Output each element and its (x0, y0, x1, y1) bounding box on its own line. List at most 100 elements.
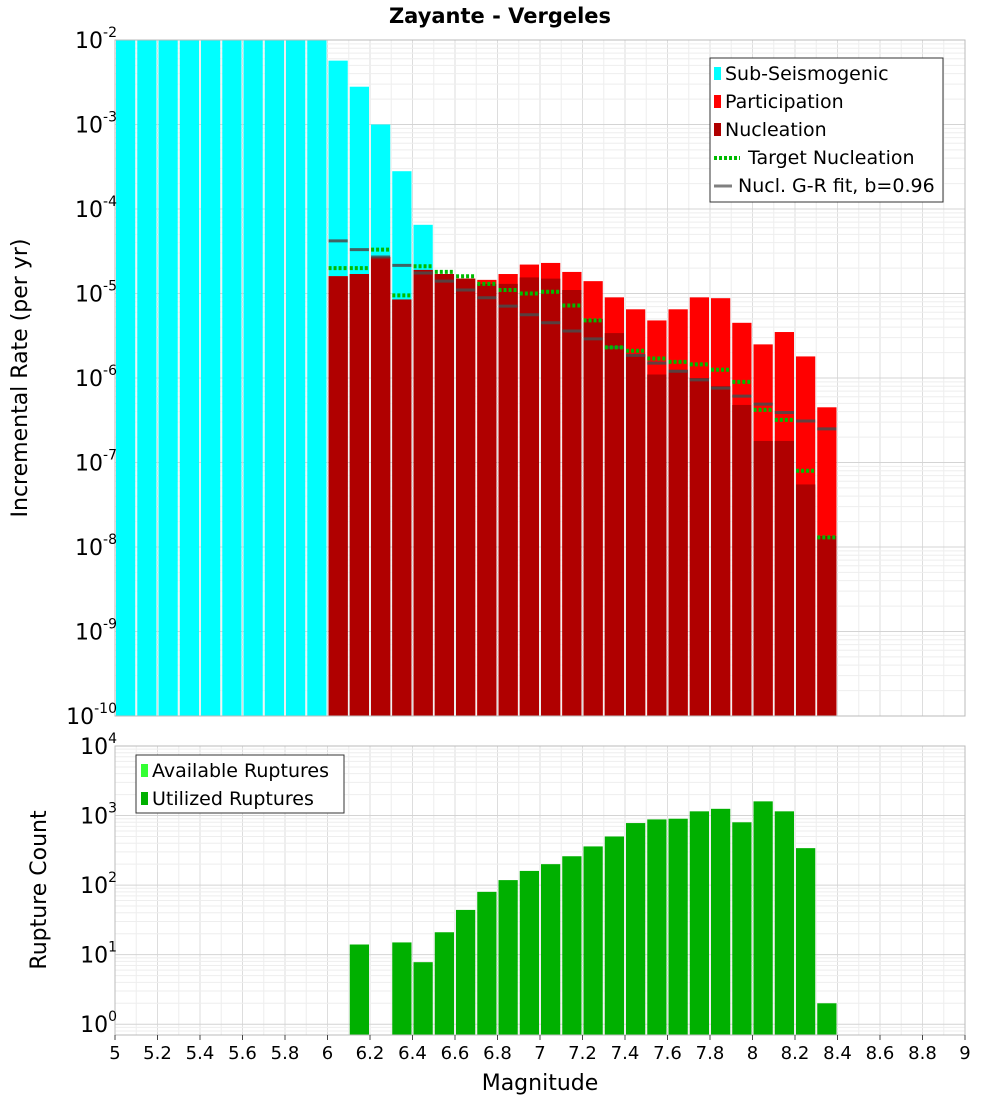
count-panel: 100 101 102 103 104 5 5.2 5.4 5.6 5.8 6 6.2 6.4 6.6 6… (27, 731, 971, 1096)
utilized-ruptures-bar (519, 870, 539, 1035)
y-tick-label: 104 (80, 731, 117, 760)
nucleation-bar (711, 386, 731, 716)
sub-seismogenic-bar (137, 40, 157, 716)
rate-y-ticks: 10-10 10-9 10-8 10-7 10-6 10-5 10-4 10-3 10-2 (66, 25, 117, 730)
x-tick-label: 7.6 (653, 1043, 682, 1064)
x-tick-label: 6.2 (356, 1043, 385, 1064)
count-y-axis-title: Rupture Count (27, 810, 52, 970)
nucleation-bar (392, 299, 412, 716)
utilized-ruptures-bar (817, 1003, 837, 1035)
y-tick-label: 10-3 (75, 110, 117, 139)
nucleation-bar (456, 278, 476, 716)
utilized-ruptures-bar (796, 848, 816, 1035)
utilized-ruptures-bar (434, 932, 454, 1035)
utilized-ruptures-bar (541, 864, 561, 1035)
count-x-ticks: 5 5.2 5.4 5.6 5.8 6 6.2 6.4 6.6 6.8 7 7.2 7.4 7.6 7.8 8… (109, 1035, 971, 1064)
nucleation-bar (541, 278, 561, 716)
utilized-ruptures-bar (456, 909, 476, 1035)
utilized-ruptures-bar (689, 811, 709, 1035)
nucleation-bar (647, 374, 667, 716)
utilized-ruptures-bar (732, 822, 752, 1035)
legend-label: Nucleation (725, 119, 827, 141)
utilized-ruptures-bar (477, 891, 497, 1035)
utilized-ruptures-bar (753, 801, 773, 1035)
x-tick-label: 5.2 (143, 1043, 172, 1064)
x-tick-label: 9 (959, 1043, 970, 1064)
utilized-ruptures-bar (668, 818, 688, 1035)
nucleation-bar (477, 283, 497, 716)
utilized-ruptures-bar (392, 942, 412, 1035)
y-tick-label: 10-2 (75, 25, 117, 54)
nucleation-bar (434, 274, 454, 716)
x-tick-label: 7.8 (696, 1043, 725, 1064)
nucleation-bar (732, 404, 752, 716)
legend-label: Target Nucleation (747, 147, 915, 169)
rate-legend-box (709, 57, 944, 203)
x-tick-label: 7.4 (611, 1043, 640, 1064)
nucleation-bar (668, 369, 688, 716)
y-tick-label: 101 (80, 940, 117, 969)
legend-swatch (714, 95, 721, 108)
y-tick-label: 10-4 (75, 194, 117, 223)
legend-swatch (141, 764, 148, 777)
chart-title: Zayante - Vergeles (389, 4, 611, 28)
x-tick-label: 6.6 (441, 1043, 470, 1064)
x-axis-title: Magnitude (482, 1071, 599, 1096)
sub-seismogenic-bar (264, 40, 284, 716)
y-tick-label: 10-6 (75, 363, 117, 392)
utilized-ruptures-bar (498, 880, 518, 1035)
count-legend-box (135, 754, 345, 814)
utilized-ruptures-bar (711, 808, 731, 1035)
rate-plot-frame (114, 39, 966, 717)
nucleation-bar (498, 283, 518, 716)
nucleation-bar (562, 290, 582, 716)
x-tick-label: 8.2 (781, 1043, 810, 1064)
utilized-ruptures-bar (583, 846, 603, 1035)
utilized-ruptures-bar (349, 944, 369, 1035)
sub-seismogenic-bar (179, 40, 199, 716)
rate-bars (116, 40, 837, 716)
x-tick-label: 5.4 (186, 1043, 215, 1064)
utilized-ruptures-bar (626, 823, 646, 1035)
utilized-ruptures-bar (774, 811, 794, 1035)
legend-label: Participation (725, 91, 844, 113)
x-tick-label: 8.4 (823, 1043, 852, 1064)
x-tick-label: 7.2 (568, 1043, 597, 1064)
sub-seismogenic-bar (158, 40, 178, 716)
sub-seismogenic-bar (243, 40, 263, 716)
legend-label: Sub-Seismogenic (725, 63, 889, 85)
rate-panel: 10-10 10-9 10-8 10-7 10-6 10-5 10-4 10-3 10-2 In… (8, 25, 966, 730)
nucleation-bar (689, 378, 709, 716)
nucleation-bar (519, 277, 539, 716)
x-tick-label: 6 (322, 1043, 333, 1064)
nucleation-bar (349, 274, 369, 716)
y-tick-label: 102 (80, 870, 117, 899)
utilized-ruptures-bar (647, 819, 667, 1035)
y-tick-label: 10-7 (75, 448, 117, 477)
x-tick-label: 8.6 (866, 1043, 895, 1064)
rate-y-axis-title: Incremental Rate (per yr) (8, 239, 33, 518)
nucleation-bar (753, 440, 773, 716)
sub-seismogenic-bar (116, 40, 136, 716)
nucleation-bar (371, 257, 391, 716)
y-tick-label: 10-10 (66, 701, 117, 730)
x-tick-label: 8.8 (908, 1043, 937, 1064)
count-y-ticks: 100 101 102 103 104 (80, 731, 117, 1038)
nucleation-bar (583, 318, 603, 716)
rate-fit-lines (328, 239, 837, 540)
y-tick-label: 10-9 (75, 617, 117, 646)
nucleation-bar (774, 440, 794, 716)
sub-seismogenic-bar (222, 40, 242, 716)
sub-seismogenic-bar (307, 40, 327, 716)
legend-swatch (714, 67, 721, 80)
utilized-ruptures-bar (604, 836, 624, 1035)
count-legend: Available Ruptures Utilized Ruptures (135, 754, 345, 814)
rate-legend: Sub-Seismogenic Participation Nucleation Ta… (709, 57, 944, 203)
utilized-ruptures-bar (413, 962, 433, 1035)
y-tick-label: 103 (80, 801, 117, 830)
nucleation-bar (413, 269, 433, 716)
nucleation-bar (817, 535, 837, 716)
legend-swatch (141, 792, 148, 805)
nucleation-bar (328, 276, 348, 716)
